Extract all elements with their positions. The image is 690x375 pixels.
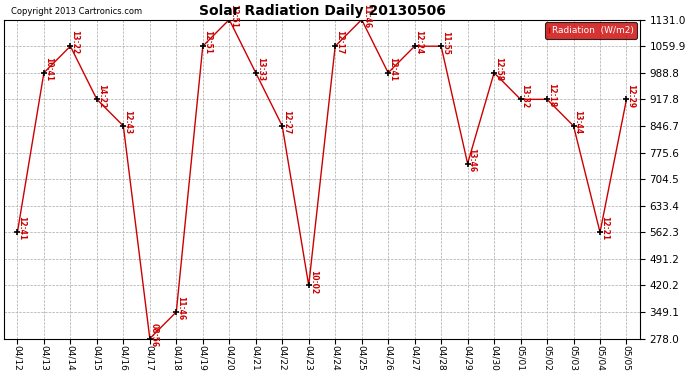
- Text: 12:58: 12:58: [494, 57, 503, 81]
- Text: 10:41: 10:41: [44, 57, 53, 81]
- Text: 12:51: 12:51: [229, 4, 238, 28]
- Text: 12:51: 12:51: [203, 30, 212, 54]
- Text: 12:43: 12:43: [124, 110, 132, 134]
- Text: 12:41: 12:41: [17, 216, 26, 241]
- Text: 14:22: 14:22: [97, 84, 106, 108]
- Title: Solar Radiation Daily 20130506: Solar Radiation Daily 20130506: [199, 4, 445, 18]
- Legend: Radiation  (W/m2): Radiation (W/m2): [545, 22, 637, 39]
- Text: 08:56: 08:56: [150, 323, 159, 347]
- Text: 13:33: 13:33: [256, 57, 265, 81]
- Text: Copyright 2013 Cartronics.com: Copyright 2013 Cartronics.com: [10, 8, 141, 16]
- Text: 13:46: 13:46: [468, 148, 477, 172]
- Text: 12:21: 12:21: [600, 216, 609, 241]
- Text: 13:22: 13:22: [70, 30, 79, 54]
- Text: 12:17: 12:17: [335, 30, 344, 55]
- Text: 12:29: 12:29: [627, 84, 635, 108]
- Text: 11:46: 11:46: [362, 4, 371, 28]
- Text: 12:24: 12:24: [415, 30, 424, 54]
- Text: 12:18: 12:18: [547, 84, 556, 108]
- Text: 12:27: 12:27: [282, 110, 291, 134]
- Text: 11:46: 11:46: [177, 296, 186, 320]
- Text: 11:55: 11:55: [441, 30, 450, 54]
- Text: 10:02: 10:02: [308, 270, 317, 294]
- Text: 12:41: 12:41: [388, 57, 397, 81]
- Text: 13:44: 13:44: [573, 110, 582, 134]
- Text: 13:32: 13:32: [520, 84, 529, 108]
